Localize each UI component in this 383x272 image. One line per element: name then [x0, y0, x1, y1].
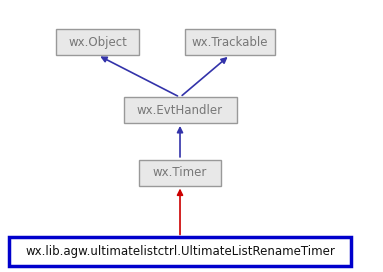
Text: wx.Object: wx.Object: [68, 36, 127, 49]
Text: wx.Timer: wx.Timer: [153, 166, 207, 179]
FancyBboxPatch shape: [139, 160, 221, 186]
FancyBboxPatch shape: [123, 97, 236, 123]
FancyBboxPatch shape: [8, 237, 352, 266]
Text: wx.Trackable: wx.Trackable: [192, 36, 268, 49]
FancyBboxPatch shape: [57, 29, 139, 55]
Text: wx.EvtHandler: wx.EvtHandler: [137, 104, 223, 117]
FancyBboxPatch shape: [185, 29, 275, 55]
Text: wx.lib.agw.ultimatelistctrl.UltimateListRenameTimer: wx.lib.agw.ultimatelistctrl.UltimateList…: [25, 245, 335, 258]
